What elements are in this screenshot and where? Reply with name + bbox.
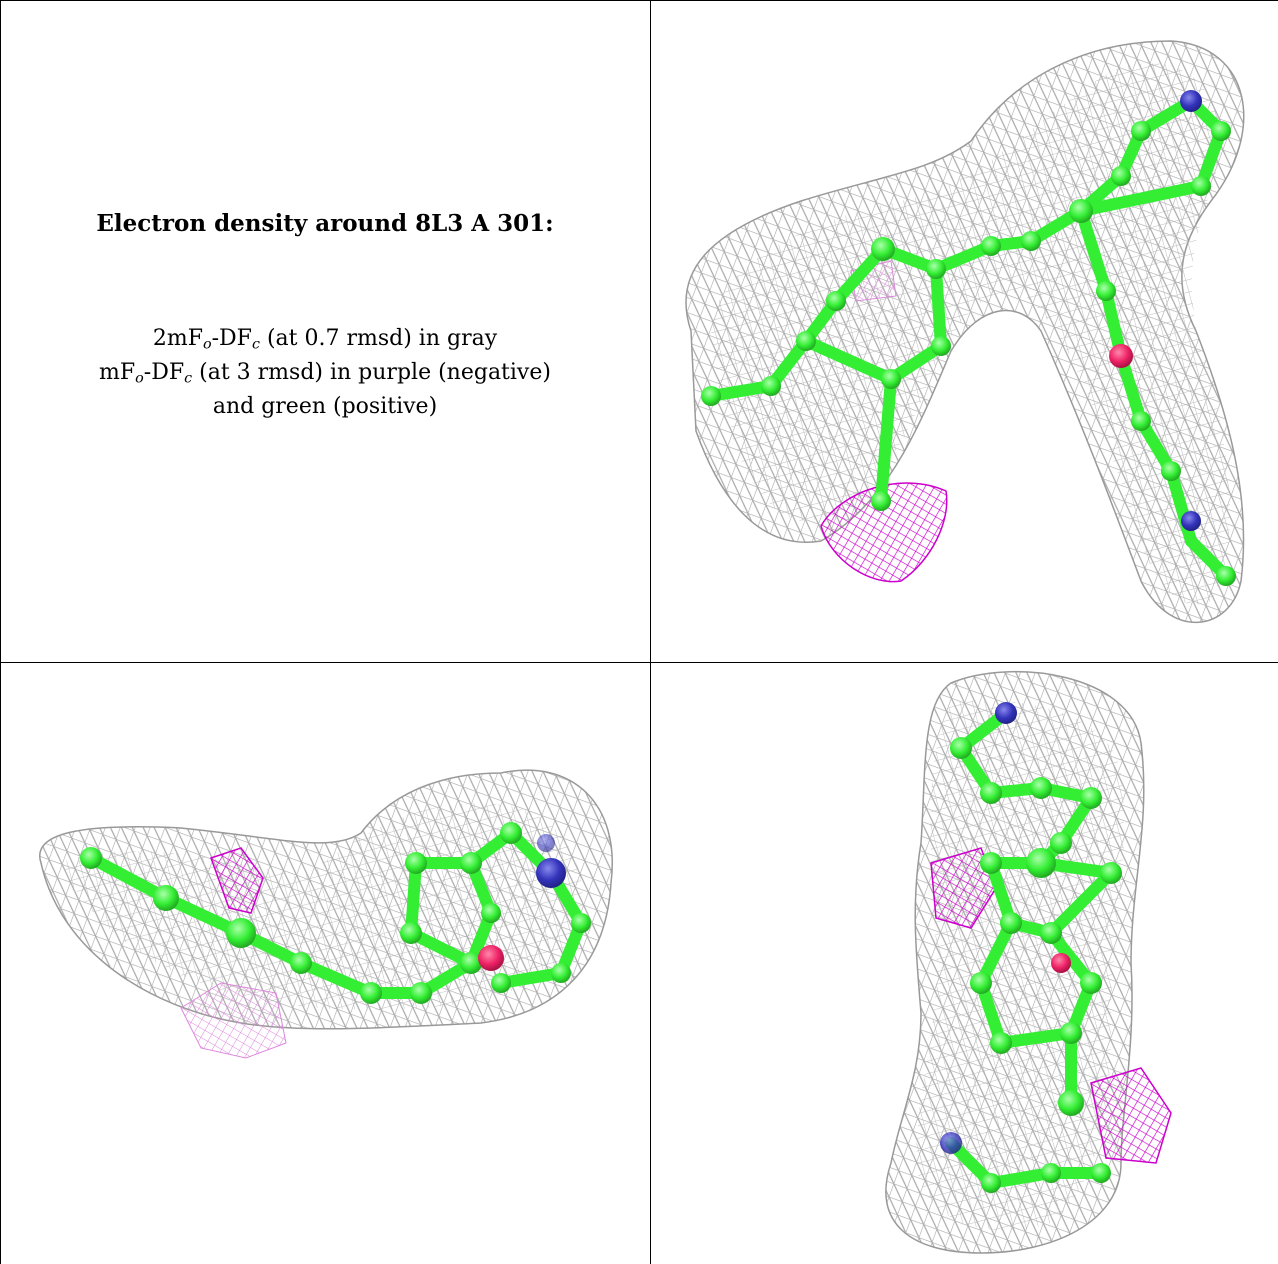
divider-vertical [650, 0, 651, 1264]
density-view-1 [685, 40, 1245, 623]
divider-horizontal [0, 662, 1278, 663]
legend-line-mfo: mFo-DFc (at 3 rmsd) in purple (negative) [99, 360, 551, 387]
view-panel-bottom-left [1, 663, 650, 1264]
legend-line-2mfo: 2mFo-DFc (at 0.7 rmsd) in gray [152, 326, 498, 353]
density-view-3 [885, 670, 1172, 1254]
border-left [0, 0, 1, 1264]
view-panel-bottom-right [651, 663, 1278, 1264]
negative-density-blob-light [180, 982, 287, 1059]
negative-density-blob [930, 847, 997, 929]
negative-density-blob [210, 847, 264, 914]
border-top [0, 0, 1278, 1]
figure-title: Electron density around 8L3 A 301: [96, 210, 554, 237]
negative-density-blob [820, 482, 948, 583]
density-view-2 [39, 769, 613, 1059]
negative-density-blob-lower [1090, 1067, 1172, 1164]
caption-panel: Electron density around 8L3 A 301: 2mFo-… [20, 0, 630, 662]
ligand-atoms [701, 90, 1236, 586]
view-panel-top-right [651, 1, 1278, 662]
ligand-atoms [940, 702, 1122, 1193]
ligand-atoms [80, 822, 591, 1004]
legend-line-positive: and green (positive) [212, 394, 438, 419]
